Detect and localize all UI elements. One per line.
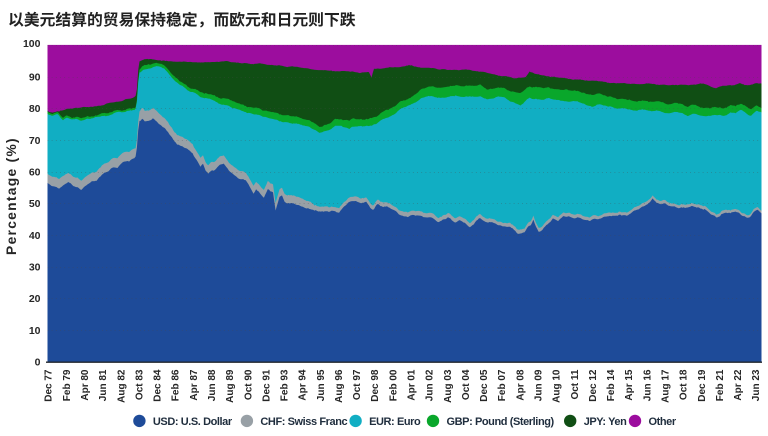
svg-text:10: 10: [29, 325, 41, 337]
svg-text:Jun 95: Jun 95: [316, 369, 327, 401]
svg-text:Feb 93: Feb 93: [280, 369, 291, 401]
svg-text:Feb 21: Feb 21: [715, 369, 726, 401]
svg-text:Aug 96: Aug 96: [334, 369, 345, 403]
svg-text:100: 100: [23, 38, 41, 50]
svg-text:30: 30: [29, 262, 41, 274]
svg-text:CHF: Swiss Franc: CHF: Swiss Franc: [260, 416, 347, 428]
svg-text:Oct 11: Oct 11: [570, 369, 581, 399]
svg-text:Oct 83: Oct 83: [134, 369, 145, 400]
svg-text:Dec 91: Dec 91: [261, 369, 272, 402]
svg-text:Feb 14: Feb 14: [606, 369, 617, 401]
svg-text:80: 80: [29, 103, 41, 115]
svg-text:Dec 05: Dec 05: [479, 369, 490, 402]
svg-text:Jun 88: Jun 88: [207, 369, 218, 401]
svg-text:Feb 07: Feb 07: [497, 369, 508, 401]
svg-text:50: 50: [29, 198, 41, 210]
svg-text:Dec 84: Dec 84: [153, 369, 164, 402]
svg-text:Aug 89: Aug 89: [225, 369, 236, 403]
svg-text:70: 70: [29, 135, 41, 147]
svg-text:Jun 23: Jun 23: [751, 369, 762, 401]
svg-text:Oct 97: Oct 97: [352, 369, 363, 400]
svg-text:Apr 01: Apr 01: [407, 369, 418, 401]
svg-text:Oct 18: Oct 18: [679, 369, 690, 400]
svg-text:Dec 98: Dec 98: [370, 369, 381, 402]
svg-text:Jun 02: Jun 02: [425, 369, 436, 401]
svg-text:Aug 82: Aug 82: [116, 369, 127, 403]
svg-text:Jun 09: Jun 09: [534, 369, 545, 401]
svg-text:Feb 00: Feb 00: [388, 369, 399, 401]
svg-text:Oct 04: Oct 04: [461, 369, 472, 400]
svg-text:Oct 90: Oct 90: [243, 369, 254, 400]
svg-text:20: 20: [29, 293, 41, 305]
svg-text:Feb 86: Feb 86: [171, 369, 182, 401]
svg-text:Dec 19: Dec 19: [697, 369, 708, 402]
svg-text:Apr 94: Apr 94: [298, 369, 309, 401]
svg-text:Apr 22: Apr 22: [733, 369, 744, 401]
svg-text:60: 60: [29, 167, 41, 179]
svg-text:90: 90: [29, 71, 41, 83]
svg-text:0: 0: [35, 357, 41, 369]
svg-text:Jun 81: Jun 81: [98, 369, 109, 401]
svg-text:Other: Other: [649, 416, 677, 428]
svg-text:40: 40: [29, 230, 41, 242]
svg-text:EUR: Euro: EUR: Euro: [369, 416, 421, 428]
svg-text:USD: U.S. Dollar: USD: U.S. Dollar: [153, 416, 233, 428]
svg-text:Feb 79: Feb 79: [62, 369, 73, 401]
svg-text:Aug 03: Aug 03: [443, 369, 454, 403]
svg-text:Aug 17: Aug 17: [661, 369, 672, 403]
svg-text:Aug 10: Aug 10: [552, 369, 563, 403]
svg-text:Apr 87: Apr 87: [189, 369, 200, 401]
svg-text:Dec 12: Dec 12: [588, 369, 599, 402]
svg-text:Percentage (%): Percentage (%): [4, 137, 19, 255]
svg-text:GBP: Pound (Sterling): GBP: Pound (Sterling): [447, 416, 555, 428]
svg-text:Jun 16: Jun 16: [642, 369, 653, 401]
svg-text:Apr 15: Apr 15: [624, 369, 635, 401]
svg-text:Apr 80: Apr 80: [80, 369, 91, 401]
svg-text:Apr 08: Apr 08: [515, 369, 526, 401]
svg-text:JPY: Yen: JPY: Yen: [584, 416, 627, 428]
svg-text:Dec 77: Dec 77: [44, 369, 55, 402]
